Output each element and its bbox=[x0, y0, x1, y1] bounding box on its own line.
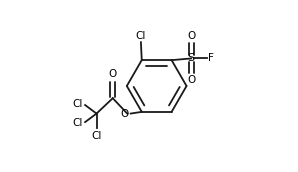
Text: O: O bbox=[108, 69, 117, 79]
Text: Cl: Cl bbox=[91, 131, 102, 141]
Text: F: F bbox=[208, 53, 214, 63]
Text: O: O bbox=[187, 30, 195, 41]
Text: O: O bbox=[187, 76, 195, 85]
Text: O: O bbox=[121, 109, 129, 119]
Text: Cl: Cl bbox=[73, 99, 83, 109]
Text: Cl: Cl bbox=[73, 118, 83, 128]
Text: S: S bbox=[188, 53, 195, 63]
Text: Cl: Cl bbox=[136, 31, 146, 41]
